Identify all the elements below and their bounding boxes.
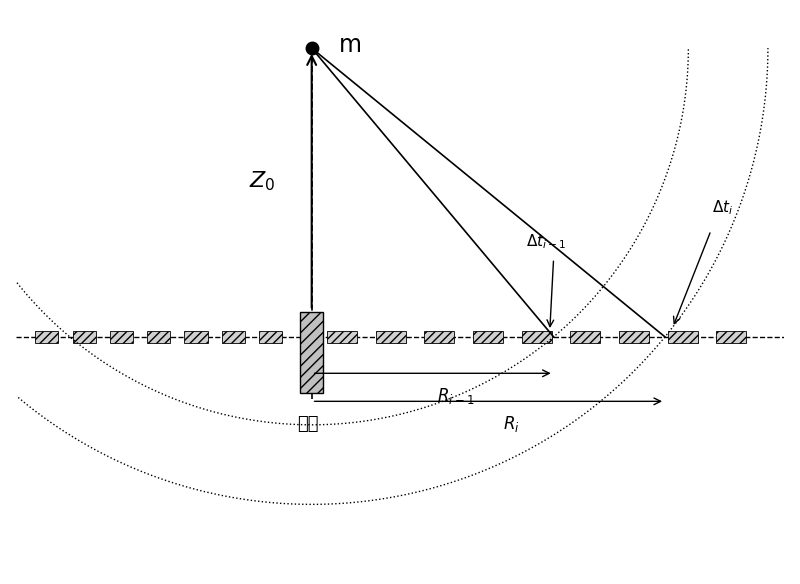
Bar [73,331,96,343]
Text: 光纤: 光纤 [297,415,318,433]
Bar [259,331,282,343]
Bar [716,331,746,343]
Bar [619,331,649,343]
Bar [570,331,600,343]
Text: $Z_0$: $Z_0$ [249,169,275,193]
Text: $\Delta t_{i-1}$: $\Delta t_{i-1}$ [526,232,566,251]
Bar [424,331,454,343]
Bar [35,331,58,343]
Bar [327,331,357,343]
Bar [522,331,552,343]
Text: $R_{i-1}$: $R_{i-1}$ [437,385,474,406]
Bar [110,331,133,343]
Bar [147,331,170,343]
Bar [667,331,698,343]
Text: m: m [338,33,362,57]
Text: $\Delta t_i$: $\Delta t_i$ [712,199,734,217]
Bar [473,331,503,343]
Bar [222,331,245,343]
Text: $R_i$: $R_i$ [503,413,520,434]
Bar [300,312,323,393]
Bar [185,331,207,343]
Bar [376,331,406,343]
